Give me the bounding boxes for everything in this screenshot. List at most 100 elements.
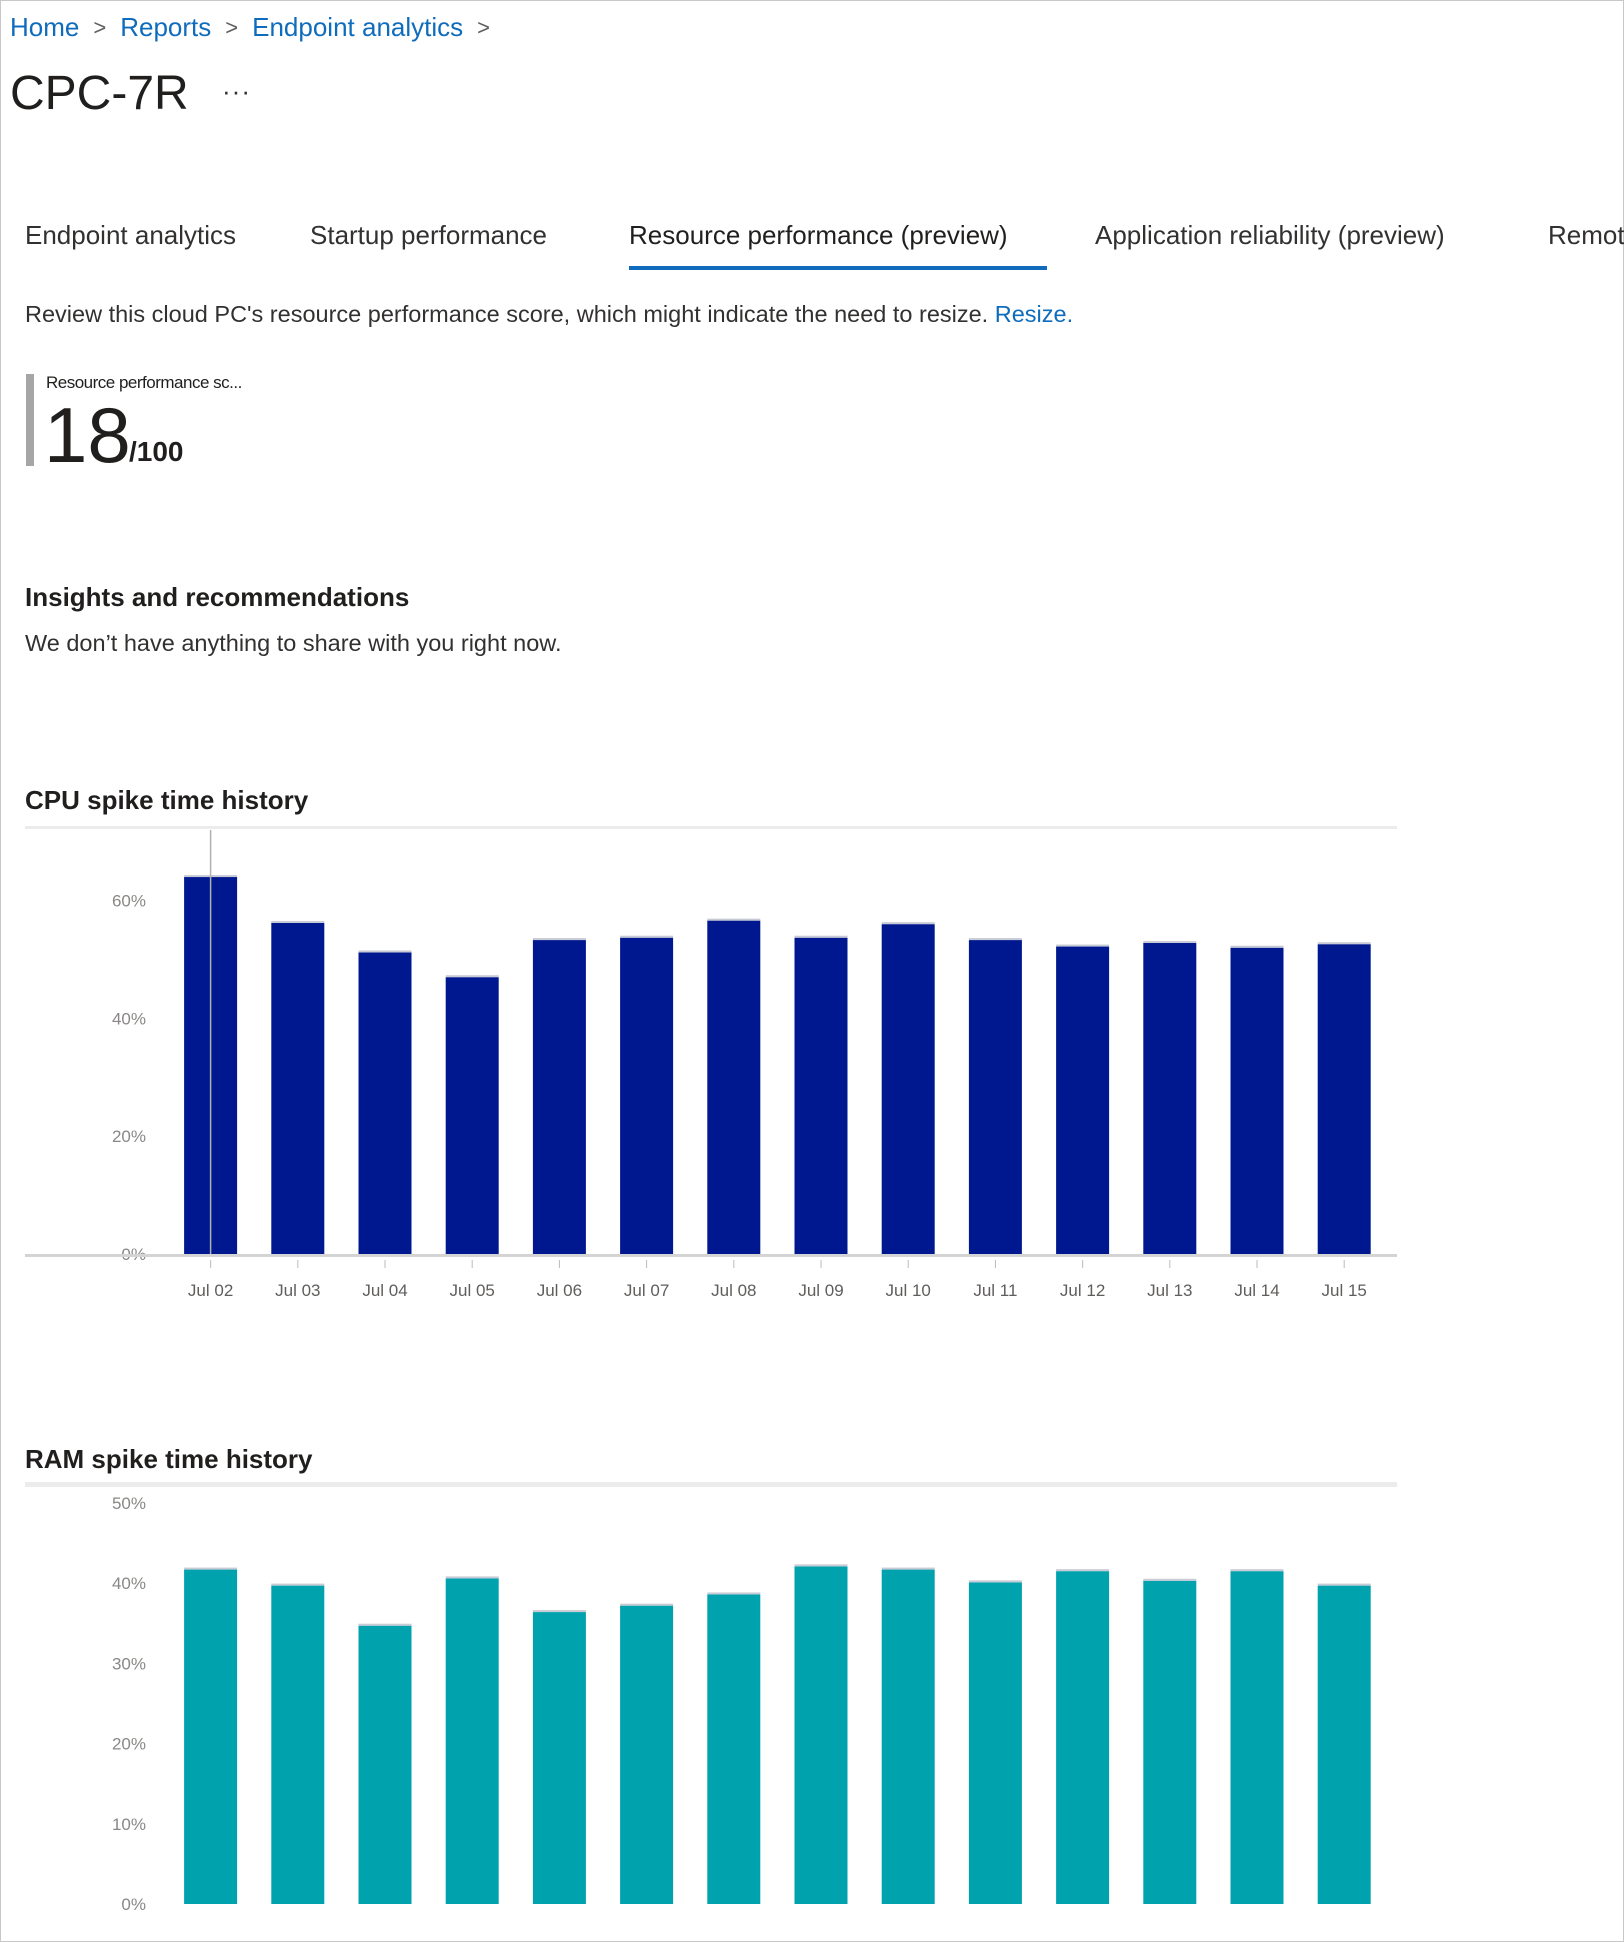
x-tick-label: Jul 13 bbox=[1147, 1281, 1192, 1300]
bar-jul-09 bbox=[794, 937, 848, 1254]
bar-jul-06 bbox=[532, 940, 586, 1254]
tab-startup-performance[interactable]: Startup performance bbox=[310, 220, 548, 250]
chevron-right-icon: > bbox=[93, 14, 107, 40]
x-tick-label: Jul 12 bbox=[1060, 1281, 1105, 1300]
score-card-label: Resource performance sc... bbox=[46, 373, 242, 392]
bar-jul-12 bbox=[1056, 946, 1110, 1254]
bar-jul-04 bbox=[358, 1625, 412, 1904]
y-tick-label: 10% bbox=[112, 1815, 146, 1834]
tab-endpoint-analytics[interactable]: Endpoint analytics bbox=[25, 220, 237, 250]
y-tick-label: 20% bbox=[112, 1735, 146, 1754]
y-tick-label: 60% bbox=[112, 892, 146, 911]
bar-jul-15 bbox=[1317, 1585, 1371, 1904]
bar-jul-11 bbox=[968, 1582, 1022, 1904]
bar-cap bbox=[445, 1576, 499, 1579]
bar-cap bbox=[1056, 944, 1110, 947]
bar-cap bbox=[1143, 941, 1197, 944]
chevron-right-icon: > bbox=[477, 14, 491, 40]
insights-heading: Insights and recommendations bbox=[25, 582, 410, 612]
ram-chart-title: RAM spike time history bbox=[25, 1444, 313, 1474]
x-tick-label: Jul 07 bbox=[624, 1281, 669, 1300]
bar-cap bbox=[1143, 1578, 1197, 1581]
tab-remote[interactable]: Remot bbox=[1548, 220, 1624, 250]
bar-cap bbox=[445, 975, 499, 978]
bar-cap bbox=[532, 938, 586, 941]
chart-top-rule bbox=[25, 1482, 1397, 1487]
x-tick-label: Jul 05 bbox=[450, 1281, 495, 1300]
x-tick-label: Jul 10 bbox=[886, 1281, 931, 1300]
x-tick-label: Jul 09 bbox=[798, 1281, 843, 1300]
active-tab-indicator bbox=[629, 266, 1047, 270]
bar-jul-13 bbox=[1143, 943, 1197, 1254]
more-options-button[interactable]: ··· bbox=[222, 76, 251, 106]
bar-cap bbox=[707, 918, 761, 921]
y-tick-label: 20% bbox=[112, 1127, 146, 1146]
cpu-chart-title: CPU spike time history bbox=[25, 785, 309, 815]
bar-cap bbox=[794, 935, 848, 938]
breadcrumb-reports[interactable]: Reports bbox=[120, 12, 212, 42]
bar-jul-06 bbox=[532, 1612, 586, 1904]
bar-cap bbox=[358, 950, 412, 953]
bar-jul-10 bbox=[881, 924, 935, 1254]
y-tick-label: 40% bbox=[112, 1009, 146, 1028]
bar-jul-11 bbox=[968, 940, 1022, 1254]
chevron-right-icon: > bbox=[225, 14, 239, 40]
bar-jul-03 bbox=[271, 1585, 325, 1904]
bar-jul-03 bbox=[271, 922, 325, 1254]
x-tick-label: Jul 02 bbox=[188, 1281, 233, 1300]
y-tick-label: 0% bbox=[121, 1895, 146, 1914]
bar-jul-07 bbox=[620, 1605, 674, 1904]
score-value: 18 bbox=[44, 391, 131, 479]
x-tick-label: Jul 06 bbox=[537, 1281, 582, 1300]
x-axis-line bbox=[25, 1254, 1397, 1257]
bar-jul-13 bbox=[1143, 1580, 1197, 1904]
bar-jul-04 bbox=[358, 952, 412, 1254]
page-title: CPC-7R bbox=[10, 67, 189, 120]
bar-jul-05 bbox=[445, 977, 499, 1254]
x-tick-label: Jul 03 bbox=[275, 1281, 320, 1300]
x-tick-label: Jul 14 bbox=[1234, 1281, 1279, 1300]
bar-cap bbox=[271, 920, 325, 923]
insights-text: We don’t have anything to share with you… bbox=[25, 630, 562, 656]
bar-cap bbox=[620, 1603, 674, 1606]
bar-cap bbox=[358, 1623, 412, 1626]
bar-cap bbox=[1230, 1569, 1284, 1572]
bar-cap bbox=[1056, 1569, 1110, 1572]
bar-cap bbox=[1230, 945, 1284, 948]
bar-jul-05 bbox=[445, 1578, 499, 1904]
x-tick-label: Jul 11 bbox=[973, 1281, 1017, 1300]
tab-resource-performance[interactable]: Resource performance (preview) bbox=[629, 220, 1008, 250]
chart-top-rule bbox=[25, 826, 1397, 829]
bar-jul-14 bbox=[1230, 1571, 1284, 1904]
bar-cap bbox=[968, 938, 1022, 941]
score-max: /100 bbox=[129, 436, 184, 467]
bar-jul-07 bbox=[620, 937, 674, 1254]
y-tick-label: 50% bbox=[112, 1494, 146, 1513]
tab-application-reliability[interactable]: Application reliability (preview) bbox=[1095, 220, 1445, 250]
bar-cap bbox=[881, 1567, 935, 1570]
bar-cap bbox=[532, 1610, 586, 1613]
x-tick-label: Jul 04 bbox=[362, 1281, 407, 1300]
bar-cap bbox=[707, 1592, 761, 1595]
breadcrumb: Home > Reports > Endpoint analytics > bbox=[10, 12, 504, 43]
bar-cap bbox=[794, 1564, 848, 1567]
bar-jul-12 bbox=[1056, 1571, 1110, 1904]
y-tick-label: 30% bbox=[112, 1654, 146, 1673]
bar-jul-08 bbox=[707, 1594, 761, 1904]
bar-cap bbox=[1317, 942, 1371, 945]
bar-cap bbox=[184, 1567, 238, 1570]
x-tick-label: Jul 15 bbox=[1322, 1281, 1367, 1300]
bar-jul-14 bbox=[1230, 947, 1284, 1254]
bar-cap bbox=[271, 1583, 325, 1586]
bar-jul-10 bbox=[881, 1569, 935, 1904]
bar-cap bbox=[620, 935, 674, 938]
ram-spike-chart: 0% 10% 20% 30% 40% 50% bbox=[25, 1482, 1397, 1914]
bar-cap bbox=[968, 1580, 1022, 1583]
breadcrumb-endpoint-analytics[interactable]: Endpoint analytics bbox=[252, 12, 464, 42]
resize-link[interactable]: Resize. bbox=[994, 301, 1074, 327]
breadcrumb-home[interactable]: Home bbox=[10, 12, 80, 42]
x-tick-label: Jul 08 bbox=[711, 1281, 756, 1300]
score-card-accent bbox=[26, 374, 34, 466]
bar-jul-02 bbox=[184, 1569, 238, 1904]
